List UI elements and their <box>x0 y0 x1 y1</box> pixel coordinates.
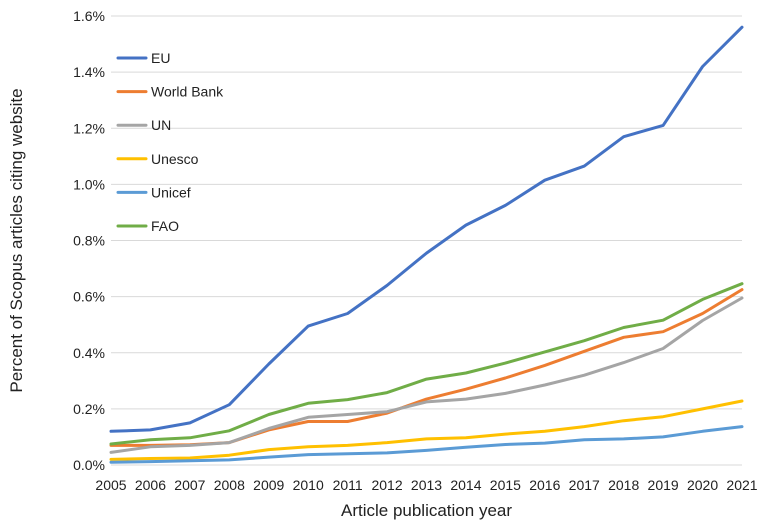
x-tick-label: 2020 <box>687 477 718 493</box>
x-tick-label: 2021 <box>726 477 757 493</box>
x-tick-label: 2016 <box>529 477 560 493</box>
x-tick-label: 2013 <box>411 477 442 493</box>
x-axis-title: Article publication year <box>341 501 512 520</box>
legend-label-eu: EU <box>151 50 170 66</box>
series-line-world-bank <box>109 288 744 447</box>
series-lines <box>109 25 744 464</box>
x-tick-label: 2007 <box>174 477 205 493</box>
x-tick-label: 2010 <box>293 477 324 493</box>
gridlines <box>111 15 742 410</box>
x-tick-label: 2018 <box>608 477 639 493</box>
x-tick-label: 2014 <box>450 477 481 493</box>
y-axis-title: Percent of Scopus articles citing websit… <box>7 88 26 392</box>
x-tick-label: 2017 <box>569 477 600 493</box>
legend: EU World Bank UN Unesco Unicef FAO <box>116 50 224 234</box>
series-line-eu <box>109 25 744 433</box>
legend-label-unesco: Unesco <box>151 151 199 167</box>
legend-label-world-bank: World Bank <box>151 84 224 100</box>
series-line-un <box>109 296 744 454</box>
y-tick-label: 0.2% <box>73 401 105 417</box>
y-tick-label: 1.2% <box>73 120 105 136</box>
legend-label-fao: FAO <box>151 218 179 234</box>
x-tick-label: 2008 <box>214 477 245 493</box>
x-tick-label: 2015 <box>490 477 521 493</box>
y-tick-label: 0.8% <box>73 233 105 249</box>
axes: 0.0% 0.2% 0.4% 0.6% 0.8% 1.0% 1.2% 1.4% 1.6% 2005… <box>73 8 758 493</box>
x-tick-label: 2012 <box>371 477 402 493</box>
series-line-unesco <box>109 399 744 461</box>
x-tick-label: 2019 <box>648 477 679 493</box>
y-tick-label: 1.4% <box>73 64 105 80</box>
y-tick-label: 1.0% <box>73 176 105 192</box>
y-tick-label: 0.0% <box>73 457 105 473</box>
x-tick-label: 2005 <box>95 477 126 493</box>
x-tick-label: 2011 <box>333 477 363 493</box>
series-line-fao <box>109 282 744 446</box>
y-tick-label: 0.6% <box>73 289 105 305</box>
series-line-unicef <box>109 425 744 464</box>
y-tick-label: 0.4% <box>73 345 105 361</box>
legend-label-un: UN <box>151 117 171 133</box>
x-tick-label: 2009 <box>253 477 284 493</box>
y-tick-label: 1.6% <box>73 8 105 24</box>
legend-label-unicef: Unicef <box>151 184 191 200</box>
x-tick-label: 2006 <box>135 477 166 493</box>
